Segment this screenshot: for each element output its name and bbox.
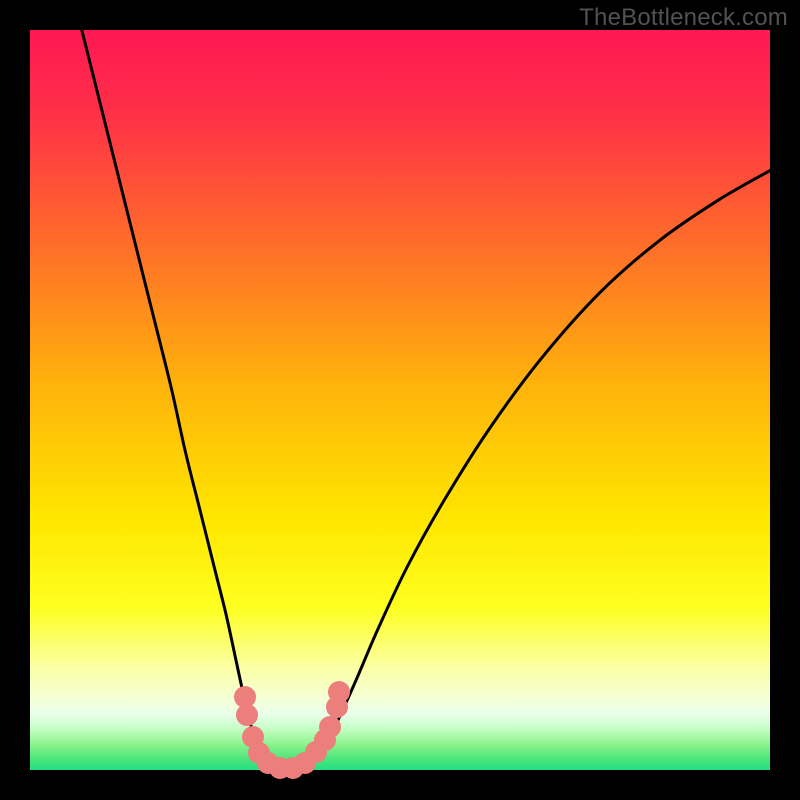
- bottleneck-curve: [30, 30, 770, 770]
- watermark-text: TheBottleneck.com: [579, 4, 788, 32]
- curve-dot: [236, 704, 258, 726]
- plot-area: [30, 30, 770, 770]
- curve-dot: [328, 681, 350, 703]
- curve-dot: [319, 716, 341, 738]
- chart-frame: TheBottleneck.com: [0, 0, 800, 800]
